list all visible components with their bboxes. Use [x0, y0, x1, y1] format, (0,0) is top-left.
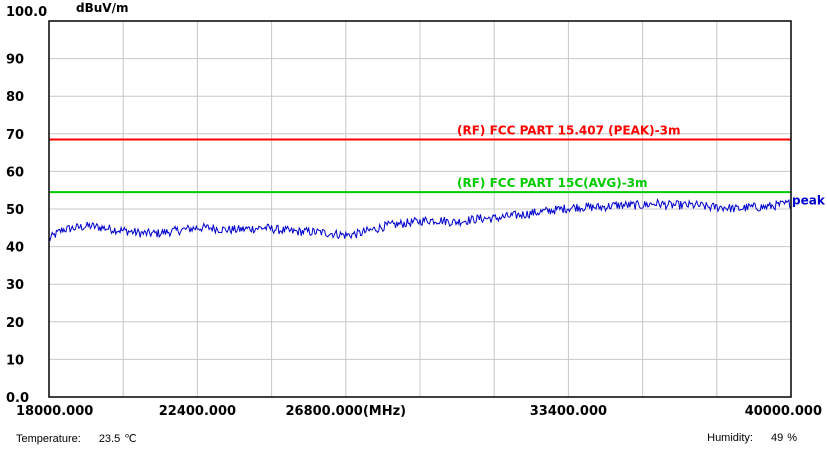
- x-tick-label: 33400.000: [530, 404, 607, 419]
- humidity-label: Humidity:: [707, 432, 753, 444]
- limit-lines: (RF) FCC PART 15.407 (PEAK)-3m (RF) FCC P…: [49, 123, 791, 194]
- y-tick-label: 0.0: [6, 391, 29, 406]
- x-axis-unit: (MHz): [363, 404, 406, 419]
- y-axis-unit: dBuV/m: [76, 1, 128, 15]
- plot-frame: [48, 20, 792, 398]
- series-layer: peak: [48, 193, 826, 242]
- y-tick-label: 40: [6, 241, 24, 256]
- humidity-value: 49: [770, 432, 784, 444]
- temperature-readout: Temperature: 23.5 ℃: [16, 432, 137, 445]
- axis-ticks: 0.0 10 20 30 40 50 60 70 80 90 18000.000 22400.000 2…: [6, 53, 822, 419]
- x-tick-label: 26800.000(MHz): [286, 404, 407, 419]
- y-tick-label: 10: [6, 353, 24, 368]
- grid: [49, 21, 791, 397]
- y-tick-label: 60: [6, 165, 24, 180]
- humidity-unit: %: [787, 432, 797, 444]
- y-tick-label: 20: [6, 316, 24, 331]
- x-tick-label: 18000.000: [16, 404, 93, 419]
- temperature-unit: ℃: [124, 433, 137, 445]
- y-tick-label: 90: [6, 53, 24, 68]
- y-tick-label: 30: [6, 278, 24, 293]
- series-line-peak: [48, 198, 791, 242]
- series-label-peak: peak: [792, 193, 826, 207]
- limit-label-2: (RF) FCC PART 15C(AVG)-3m: [457, 176, 648, 190]
- x-tick-label: 22400.000: [159, 404, 236, 419]
- limit-label-1: (RF) FCC PART 15.407 (PEAK)-3m: [457, 123, 680, 137]
- temperature-label: Temperature:: [16, 433, 81, 445]
- temperature-value: 23.5: [98, 433, 121, 445]
- y-tick-label: 70: [6, 128, 24, 143]
- humidity-readout: Humidity: 49%: [707, 432, 797, 444]
- x-tick-label: 40000.000: [745, 404, 822, 419]
- y-tick-label: 50: [6, 203, 24, 218]
- y-tick-label: 80: [6, 90, 24, 105]
- y-axis-top-label: 100.0: [6, 5, 47, 20]
- plot-border: [48, 20, 792, 398]
